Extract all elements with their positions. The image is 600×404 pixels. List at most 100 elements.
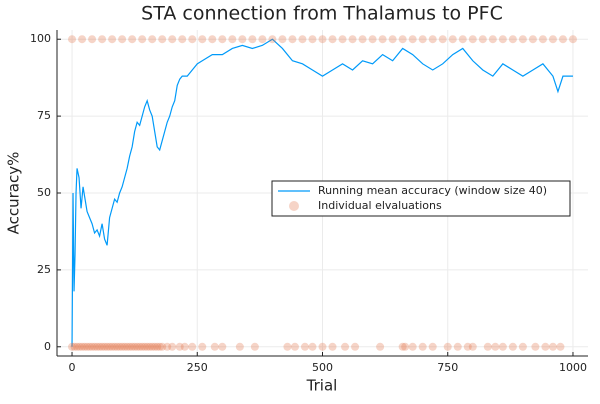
data-point — [531, 342, 540, 351]
data-point — [300, 342, 309, 351]
y-tick-label: 100 — [30, 32, 51, 45]
data-point — [123, 342, 132, 351]
data-point — [148, 35, 157, 44]
data-point — [376, 342, 385, 351]
data-point — [388, 35, 397, 44]
data-point — [368, 35, 377, 44]
data-point — [235, 342, 244, 351]
data-point — [93, 342, 102, 351]
data-point — [75, 342, 84, 351]
x-tick-label: 250 — [187, 361, 208, 374]
data-point — [248, 35, 257, 44]
data-point — [155, 342, 164, 351]
x-tick-label: 750 — [437, 361, 458, 374]
data-point — [143, 342, 152, 351]
data-point — [258, 35, 267, 44]
x-tick-label: 1000 — [559, 361, 587, 374]
data-point — [278, 35, 287, 44]
data-point — [88, 342, 97, 351]
data-point — [145, 342, 154, 351]
data-point — [538, 35, 547, 44]
data-point — [290, 342, 299, 351]
data-point — [103, 342, 112, 351]
data-point — [138, 342, 147, 351]
data-point — [468, 35, 477, 44]
data-point — [108, 342, 117, 351]
data-point — [120, 342, 129, 351]
data-point — [558, 35, 567, 44]
data-point — [358, 35, 367, 44]
data-point — [328, 35, 337, 44]
data-point — [398, 342, 407, 351]
x-tick-label: 0 — [69, 361, 76, 374]
data-point — [90, 342, 99, 351]
data-point — [468, 342, 477, 351]
data-point — [428, 35, 437, 44]
y-tick-label: 25 — [37, 263, 51, 276]
data-point — [108, 35, 117, 44]
data-point — [138, 35, 147, 44]
data-point — [128, 342, 137, 351]
data-point — [428, 342, 437, 351]
data-point — [478, 35, 487, 44]
data-point — [408, 342, 417, 351]
data-point — [180, 342, 189, 351]
data-point — [463, 342, 472, 351]
data-point — [453, 342, 462, 351]
data-point — [78, 35, 87, 44]
data-point — [508, 35, 517, 44]
data-point — [488, 35, 497, 44]
data-point — [128, 35, 137, 44]
data-point — [110, 342, 119, 351]
data-point — [518, 35, 527, 44]
data-point — [98, 35, 107, 44]
data-point — [556, 342, 565, 351]
data-point — [70, 342, 79, 351]
data-point — [140, 342, 149, 351]
data-point — [158, 342, 167, 351]
data-point — [218, 342, 227, 351]
data-point — [88, 35, 97, 44]
data-point — [85, 342, 94, 351]
y-axis-label: Accuracy% — [5, 152, 23, 235]
data-point — [198, 35, 207, 44]
data-point — [153, 342, 162, 351]
data-point — [150, 342, 159, 351]
data-point — [308, 35, 317, 44]
data-point — [483, 342, 492, 351]
chart-title: STA connection from Thalamus to PFC — [141, 3, 503, 25]
data-point — [135, 342, 144, 351]
data-point — [438, 35, 447, 44]
x-axis-label: Trial — [306, 377, 338, 395]
data-point — [118, 35, 127, 44]
data-point — [158, 35, 167, 44]
data-point — [115, 342, 124, 351]
data-point — [528, 35, 537, 44]
data-point — [168, 35, 177, 44]
data-point — [498, 35, 507, 44]
data-point — [78, 342, 87, 351]
data-point — [398, 35, 407, 44]
data-point — [198, 342, 207, 351]
data-point — [208, 35, 217, 44]
data-point — [338, 35, 347, 44]
data-point — [168, 342, 177, 351]
data-point — [210, 342, 219, 351]
data-point — [68, 342, 77, 351]
data-point — [458, 35, 467, 44]
data-point — [308, 342, 317, 351]
data-point — [298, 35, 307, 44]
data-point — [418, 342, 427, 351]
data-point — [238, 35, 247, 44]
legend-box — [271, 180, 571, 217]
data-point — [328, 342, 337, 351]
data-point — [378, 35, 387, 44]
data-point — [80, 342, 89, 351]
data-point — [448, 35, 457, 44]
data-point — [443, 342, 452, 351]
data-point — [548, 342, 557, 351]
data-point — [541, 342, 550, 351]
data-point — [418, 35, 427, 44]
data-point — [341, 342, 350, 351]
